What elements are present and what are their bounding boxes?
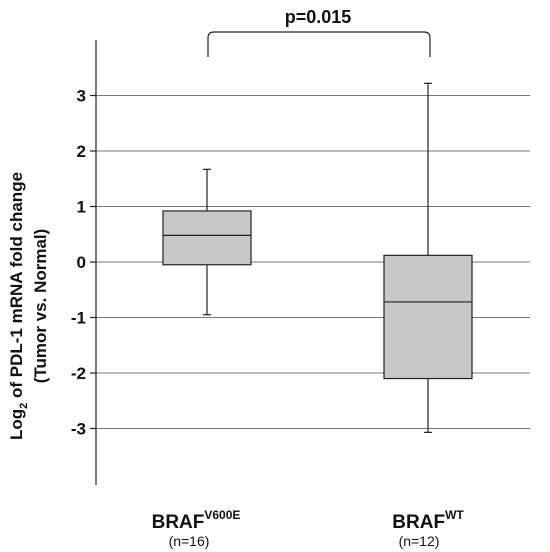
boxes (162, 82, 473, 433)
box-1 (162, 210, 252, 266)
group-label-1: BRAFV600E (152, 508, 241, 533)
y-tick-label-4: -1 (71, 309, 86, 328)
y-tick-label-1: 2 (77, 142, 86, 161)
y-axis-label-line1: Log2 of PDL-1 mRNA fold change (7, 172, 30, 440)
p-value-label: p=0.015 (285, 7, 352, 27)
group-label-2: BRAFWT (392, 508, 464, 533)
y-tick-label-6: -3 (71, 420, 86, 439)
box-group-2 (383, 82, 473, 433)
bracket-line (207, 31, 431, 57)
group-n-2: (n=12) (399, 533, 440, 549)
y-axis-label-line2: (Tumor vs. Normal) (31, 229, 50, 384)
y-tick-label-0: 3 (77, 87, 86, 106)
group-labels: BRAFV600E (n=16) BRAFWT (n=12) (152, 508, 465, 549)
y-tick-label-2: 1 (77, 198, 86, 217)
significance-bracket: p=0.015 (207, 7, 431, 57)
box-2 (383, 254, 473, 380)
box-group-1 (162, 168, 252, 316)
group-n-1: (n=16) (169, 533, 210, 549)
y-tick-label-5: -2 (71, 364, 86, 383)
y-ticks: 3 2 1 0 -1 -2 -3 (71, 87, 96, 439)
y-axis-label: Log2 of PDL-1 mRNA fold change (Tumor vs… (7, 172, 50, 440)
y-tick-label-3: 0 (77, 253, 86, 272)
